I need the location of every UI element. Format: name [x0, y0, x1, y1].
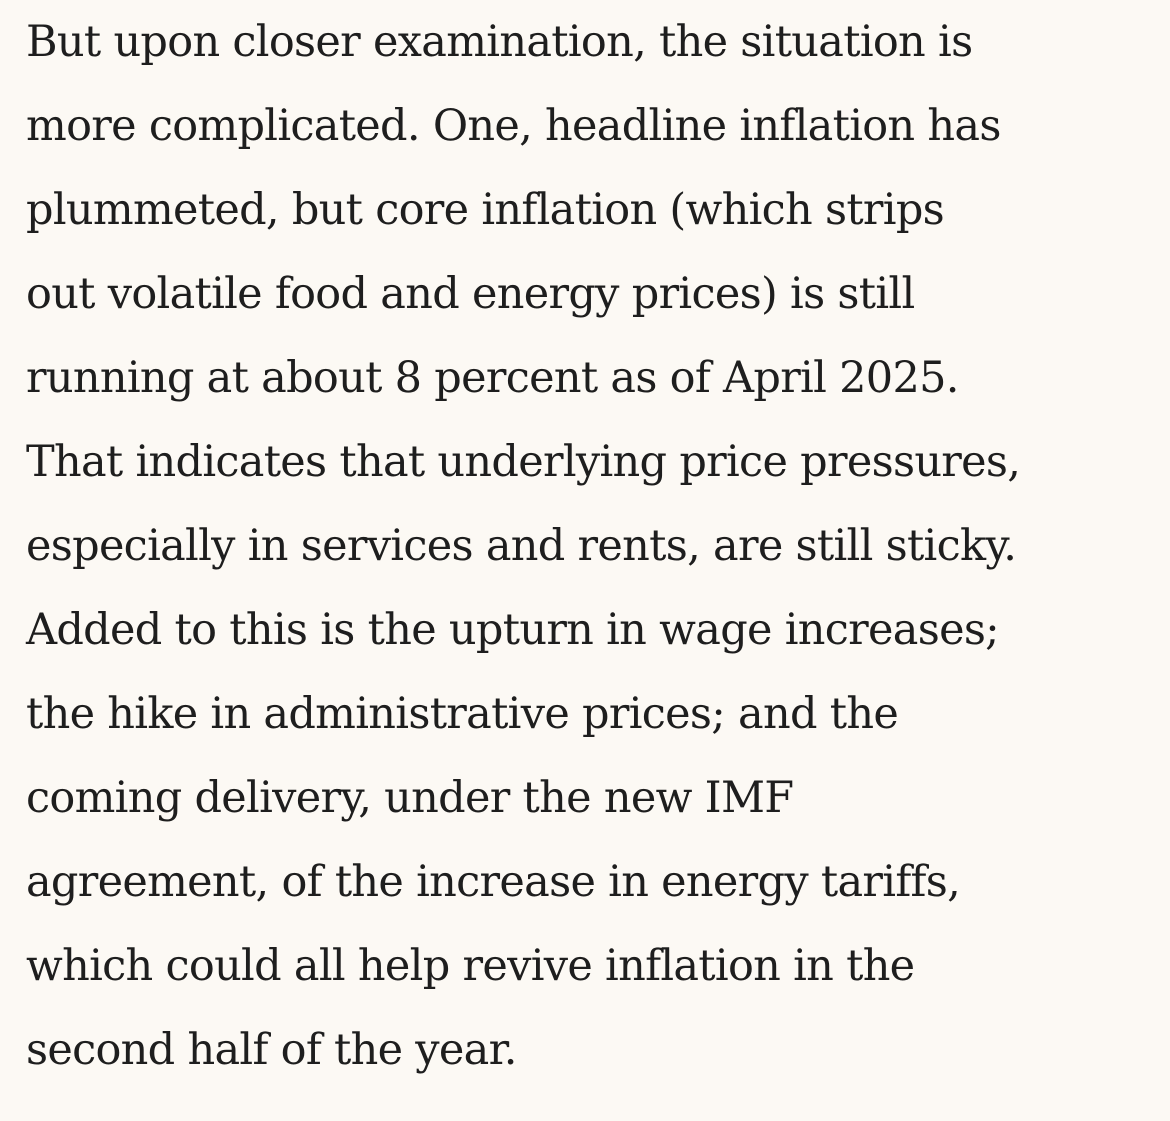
paragraph-line: especially in services and rents, are st…: [26, 521, 1017, 571]
paragraph-line: second half of the year.: [26, 1025, 517, 1075]
paragraph-line: agreement, of the increase in energy tar…: [26, 857, 961, 907]
paragraph-line: which could all help revive inflation in…: [26, 941, 915, 991]
paragraph-line: running at about 8 percent as of April 2…: [26, 353, 959, 403]
paragraph-line: the hike in administrative prices; and t…: [26, 689, 899, 739]
paragraph-line: out volatile food and energy prices) is …: [26, 269, 915, 319]
paragraph-line: coming delivery, under the new IMF: [26, 773, 794, 823]
paragraph-line: That indicates that underlying price pre…: [26, 437, 1021, 487]
paragraph-line: But upon closer examination, the situati…: [26, 17, 973, 67]
paragraph-line: more complicated. One, headline inflatio…: [26, 101, 1001, 151]
paragraph-line: plummeted, but core inflation (which str…: [26, 185, 945, 235]
paragraph-line: Added to this is the upturn in wage incr…: [26, 605, 1000, 655]
article-paragraph: But upon closer examination, the situati…: [26, 0, 1021, 1092]
